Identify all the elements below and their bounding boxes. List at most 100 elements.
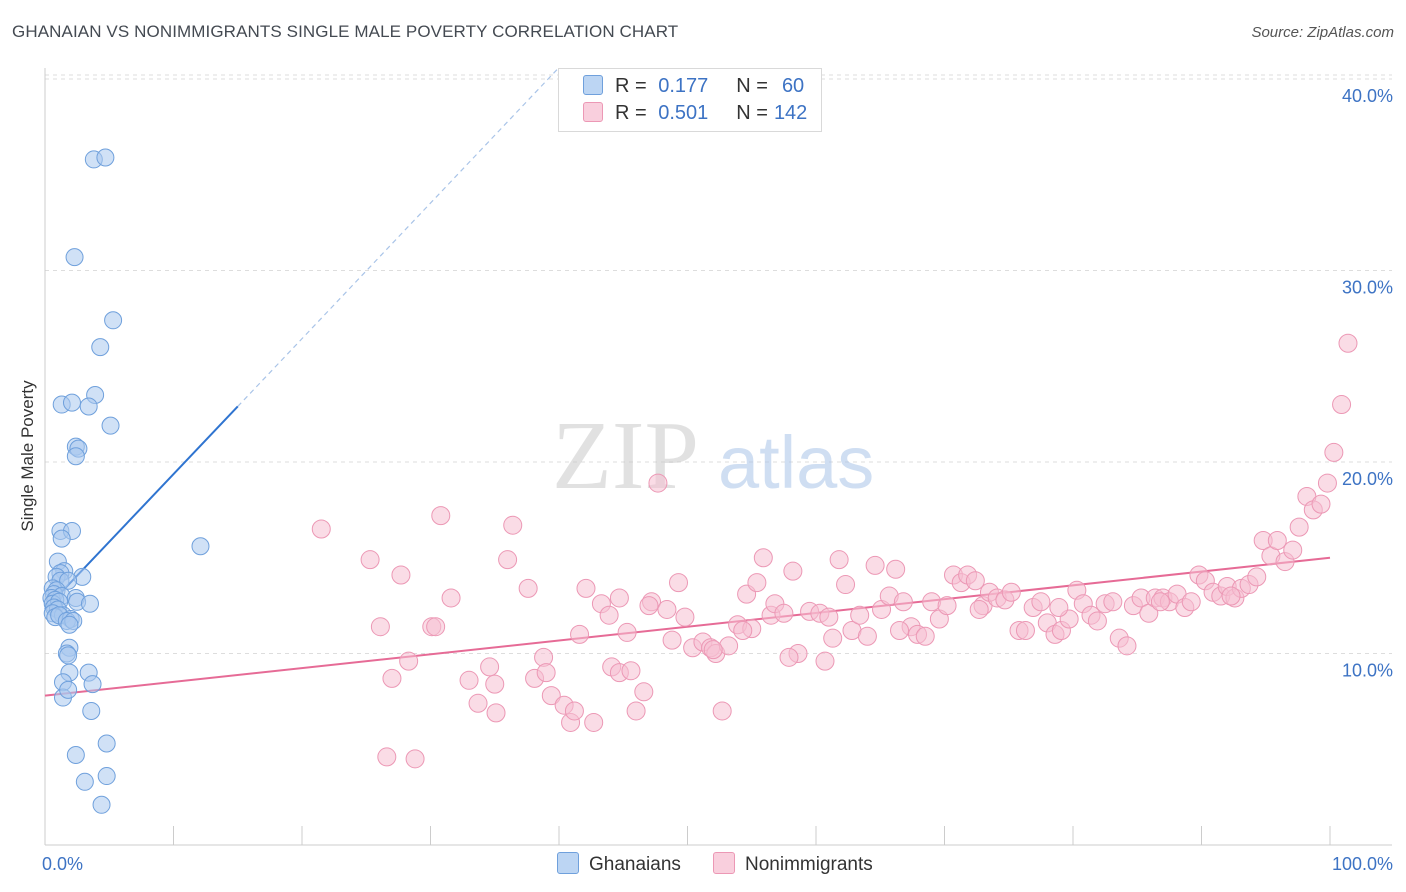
point-nonimmigrants: [1117, 636, 1137, 656]
point-nonimmigrants: [965, 571, 985, 591]
point-nonimmigrants: [712, 701, 732, 721]
point-nonimmigrants: [391, 565, 411, 585]
point-ghanaians: [59, 571, 78, 590]
point-nonimmigrants: [657, 599, 677, 619]
point-nonimmigrants: [1015, 621, 1035, 641]
point-nonimmigrants: [480, 657, 500, 677]
point-nonimmigrants: [536, 663, 556, 683]
point-ghanaians: [60, 615, 79, 634]
legend-item-ghanaians[interactable]: Ghanaians: [557, 852, 681, 876]
point-nonimmigrants: [815, 651, 835, 671]
point-nonimmigrants: [541, 686, 561, 706]
point-nonimmigrants: [857, 626, 877, 646]
point-nonimmigrants: [468, 693, 488, 713]
point-nonimmigrants: [639, 596, 659, 616]
point-nonimmigrants: [1332, 395, 1352, 415]
point-nonimmigrants: [915, 626, 935, 646]
point-ghanaians: [97, 734, 116, 753]
r-label: R =: [615, 102, 647, 124]
point-nonimmigrants: [937, 596, 957, 616]
y-tick-label: 20.0%: [1342, 469, 1393, 489]
axes: [44, 68, 1392, 846]
point-nonimmigrants: [747, 573, 767, 593]
point-nonimmigrants: [1317, 473, 1337, 493]
point-nonimmigrants: [890, 621, 910, 641]
point-nonimmigrants: [370, 617, 390, 637]
point-ghanaians: [91, 338, 110, 357]
point-ghanaians: [52, 529, 71, 548]
data-points: [42, 148, 1358, 814]
point-nonimmigrants: [669, 573, 689, 593]
point-ghanaians: [66, 447, 85, 466]
point-ghanaians: [96, 148, 115, 167]
point-nonimmigrants: [1283, 540, 1303, 560]
r-value: 0.177: [658, 75, 709, 97]
grid-lines: [45, 74, 1392, 654]
trend-line-nonimmigrants: [44, 556, 1331, 697]
trend-line-ghanaians-extension: [237, 67, 560, 407]
watermark-atlas: atlas: [718, 421, 874, 504]
source-label: Source: ZipAtlas.com: [1251, 24, 1394, 41]
point-nonimmigrants: [1150, 592, 1170, 612]
point-nonimmigrants: [518, 578, 538, 598]
point-nonimmigrants: [621, 661, 641, 681]
point-nonimmigrants: [850, 605, 870, 625]
watermark-zip: ZIP: [552, 402, 699, 510]
tick-labels: 10.0% 20.0% 30.0% 40.0% 0.0% 100.0%: [42, 86, 1393, 874]
x-tick-label: 100.0%: [1332, 854, 1393, 874]
point-nonimmigrants: [1267, 531, 1287, 551]
legend-item-nonimmigrants[interactable]: Nonimmigrants: [713, 852, 873, 876]
point-nonimmigrants: [829, 550, 849, 570]
y-tick-label: 10.0%: [1342, 661, 1393, 681]
point-nonimmigrants: [486, 703, 506, 723]
point-nonimmigrants: [1338, 333, 1358, 353]
point-nonimmigrants: [703, 640, 723, 660]
point-nonimmigrants: [753, 548, 773, 568]
point-ghanaians: [191, 537, 210, 556]
point-nonimmigrants: [675, 607, 695, 627]
point-ghanaians: [104, 311, 123, 330]
point-ghanaians: [82, 701, 101, 720]
point-nonimmigrants: [819, 607, 839, 627]
n-label: N =: [736, 75, 768, 97]
point-ghanaians: [62, 393, 81, 412]
r-value: 0.501: [658, 102, 709, 124]
legend-swatch-pink: [713, 852, 735, 874]
legend-label: Nonimmigrants: [745, 854, 873, 875]
point-ghanaians: [79, 397, 98, 416]
chart-title: GHANAIAN VS NONIMMIGRANTS SINGLE MALE PO…: [12, 22, 679, 41]
point-nonimmigrants: [836, 575, 856, 595]
point-nonimmigrants: [377, 747, 397, 767]
point-nonimmigrants: [599, 605, 619, 625]
correlation-legend: R = 0.177 N = 60 R = 0.501 N = 142: [558, 68, 822, 132]
point-nonimmigrants: [1247, 567, 1267, 587]
point-nonimmigrants: [609, 588, 629, 608]
point-nonimmigrants: [441, 588, 461, 608]
point-nonimmigrants: [886, 559, 906, 579]
point-nonimmigrants: [648, 473, 668, 493]
point-nonimmigrants: [1221, 586, 1241, 606]
n-value: 60: [781, 75, 805, 97]
series-legend: Ghanaians Nonimmigrants: [0, 852, 1406, 878]
point-nonimmigrants: [823, 628, 843, 648]
point-nonimmigrants: [1049, 598, 1069, 618]
point-ghanaians: [83, 675, 102, 694]
point-nonimmigrants: [564, 701, 584, 721]
point-nonimmigrants: [626, 701, 646, 721]
y-axis-label: Single Male Poverty: [18, 380, 37, 532]
point-nonimmigrants: [311, 519, 331, 539]
point-nonimmigrants: [865, 555, 885, 575]
point-nonimmigrants: [1181, 592, 1201, 612]
point-ghanaians: [80, 594, 99, 613]
point-nonimmigrants: [1103, 592, 1123, 612]
point-nonimmigrants: [485, 674, 505, 694]
point-nonimmigrants: [405, 749, 425, 769]
point-ghanaians: [97, 767, 116, 786]
point-ghanaians: [92, 795, 111, 814]
point-nonimmigrants: [733, 621, 753, 641]
point-nonimmigrants: [1087, 611, 1107, 631]
x-tick-label: 0.0%: [42, 854, 83, 874]
r-label: R =: [615, 75, 647, 97]
legend-row-nonimmigrants: R = 0.501 N = 142: [583, 102, 807, 125]
